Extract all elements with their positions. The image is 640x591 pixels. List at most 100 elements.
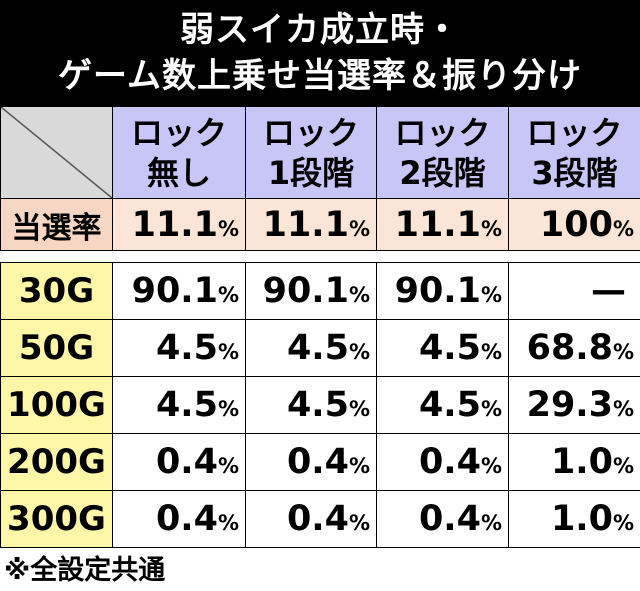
value-number: 90.1	[131, 271, 218, 311]
value-cell: 1.0%	[508, 433, 640, 491]
percent-sign: %	[612, 340, 634, 364]
value-number: 0.4	[418, 442, 481, 482]
header-line-2: 2段階	[399, 153, 486, 192]
value-number: 68.8	[526, 328, 613, 368]
value-cell: 0.4%	[376, 490, 509, 548]
percent-sign: %	[612, 454, 634, 478]
value-cell: 4.5%	[245, 319, 377, 377]
value-number: 4.5	[286, 385, 349, 425]
percent-sign: %	[480, 511, 502, 535]
percent-sign: %	[612, 511, 634, 535]
header-table: ロック 無し ロック 1段階 ロック 2段階 ロック 3段階 当選率 11.1%…	[0, 106, 640, 251]
percent-sign: %	[217, 340, 239, 364]
value-cell: 90.1%	[245, 262, 377, 320]
value-number: 0.4	[155, 499, 218, 539]
rate-value: 11.1%	[376, 198, 509, 251]
value-cell: 68.8%	[508, 319, 640, 377]
header-lock-none: ロック 無し	[112, 106, 246, 199]
value-cell: 0.4%	[376, 433, 509, 491]
value-number: 0.4	[286, 442, 349, 482]
diagonal-line-icon	[1, 107, 112, 198]
percent-sign: %	[480, 454, 502, 478]
value-number: 11.1	[131, 204, 218, 245]
row-label: 200G	[0, 433, 113, 491]
percent-sign: %	[217, 511, 239, 535]
row-label: 30G	[0, 262, 113, 320]
header-line-2: 無し	[146, 153, 211, 192]
percent-sign: %	[480, 397, 502, 421]
rate-value: 11.1%	[245, 198, 377, 251]
header-line-1: ロック	[262, 113, 359, 152]
header-line-1: ロック	[130, 113, 227, 152]
title-line-2: ゲーム数上乗せ当選率＆振り分け	[58, 56, 582, 96]
value-cell: 90.1%	[376, 262, 509, 320]
percent-sign: %	[348, 511, 370, 535]
value-number: 4.5	[155, 328, 218, 368]
value-number: 90.1	[262, 271, 349, 311]
value-number: 11.1	[262, 204, 349, 245]
percent-sign: %	[217, 216, 239, 241]
value-number: 0.4	[286, 499, 349, 539]
value-cell: 0.4%	[112, 490, 246, 548]
value-cell: —	[508, 262, 640, 320]
header-line-1: ロック	[526, 113, 623, 152]
corner-cell	[0, 106, 113, 199]
rate-value: 100%	[508, 198, 640, 251]
value-number: 4.5	[418, 385, 481, 425]
value-number: 100	[539, 204, 613, 245]
value-number: 4.5	[155, 385, 218, 425]
header-line-1: ロック	[394, 113, 491, 152]
value-cell: 1.0%	[508, 490, 640, 548]
percent-sign: %	[348, 340, 370, 364]
rate-value: 11.1%	[112, 198, 246, 251]
footnote: ※全設定共通	[4, 555, 166, 586]
percent-sign: %	[348, 397, 370, 421]
percent-sign: %	[480, 283, 502, 307]
percent-sign: %	[612, 397, 634, 421]
percent-sign: %	[217, 454, 239, 478]
percent-sign: %	[348, 283, 370, 307]
value-cell: 90.1%	[112, 262, 246, 320]
value-number: 29.3	[526, 385, 613, 425]
percent-sign: %	[217, 283, 239, 307]
value-number: 4.5	[418, 328, 481, 368]
header-lock-1: ロック 1段階	[245, 106, 377, 199]
value-number: 0.4	[155, 442, 218, 482]
value-cell: 4.5%	[112, 319, 246, 377]
value-number: 0.4	[418, 499, 481, 539]
title-line-1: 弱スイカ成立時・	[180, 10, 460, 50]
percent-sign: %	[612, 216, 634, 241]
value-cell: 4.5%	[245, 376, 377, 434]
header-line-2: 1段階	[267, 153, 355, 192]
header-lock-3: ロック 3段階	[508, 106, 640, 199]
value-cell: 29.3%	[508, 376, 640, 434]
value-cell: 0.4%	[112, 433, 246, 491]
value-cell: 0.4%	[245, 490, 377, 548]
value-cell: 4.5%	[376, 319, 509, 377]
percent-sign: %	[348, 216, 370, 241]
page-title: 弱スイカ成立時・ ゲーム数上乗せ当選率＆振り分け	[0, 0, 640, 106]
row-label: 50G	[0, 319, 113, 377]
rate-label: 当選率	[0, 198, 113, 251]
header-lock-2: ロック 2段階	[376, 106, 509, 199]
distribution-table: 30G 90.1% 90.1% 90.1% —50G 4.5% 4.5% 4.5% 68.8% 1…	[0, 262, 640, 548]
table-row: 50G 4.5% 4.5% 4.5% 68.8%	[0, 319, 640, 377]
percent-sign: %	[217, 397, 239, 421]
value-number: 1.0	[550, 499, 613, 539]
value-cell: 0.4%	[245, 433, 377, 491]
table-row: 30G 90.1% 90.1% 90.1% —	[0, 262, 640, 320]
percent-sign: %	[480, 340, 502, 364]
value-cell: 4.5%	[112, 376, 246, 434]
value-number: 4.5	[286, 328, 349, 368]
row-label: 300G	[0, 490, 113, 548]
value-cell: 4.5%	[376, 376, 509, 434]
table-row: 100G 4.5% 4.5% 4.5% 29.3%	[0, 376, 640, 434]
row-label: 100G	[0, 376, 113, 434]
percent-sign: %	[348, 454, 370, 478]
percent-sign: %	[480, 216, 502, 241]
value-number: 90.1	[394, 271, 481, 311]
value-number: —	[591, 271, 626, 311]
table-row: 300G 0.4% 0.4% 0.4% 1.0%	[0, 490, 640, 548]
value-number: 1.0	[550, 442, 613, 482]
value-number: 11.1	[394, 204, 481, 245]
